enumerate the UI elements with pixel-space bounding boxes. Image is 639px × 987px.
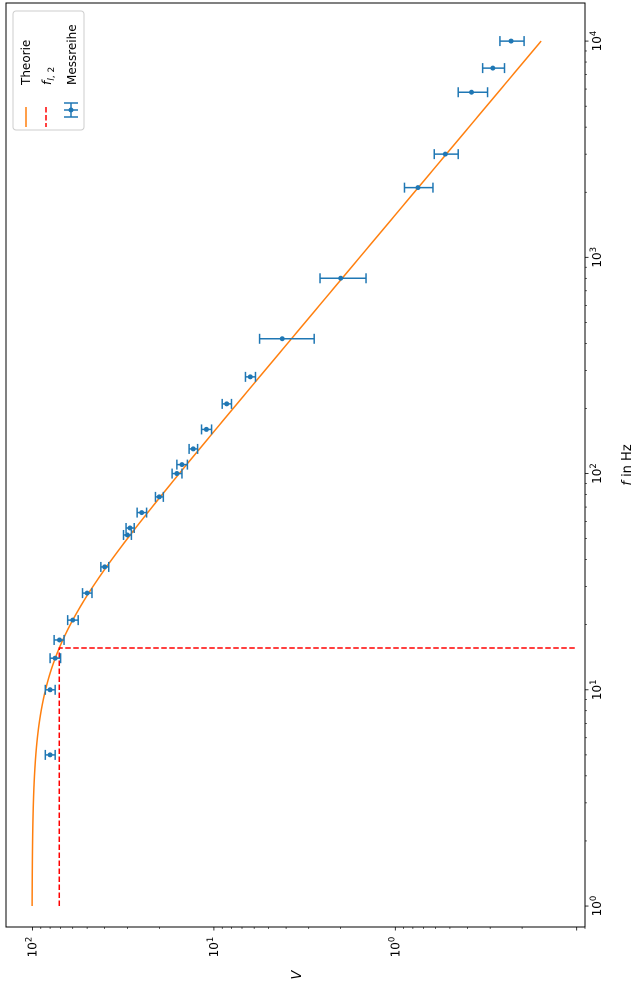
x-tick-label: 102 <box>589 463 604 484</box>
plot-area <box>31 36 577 907</box>
data-point-23 <box>481 63 506 74</box>
data-marker <box>224 401 230 407</box>
axis-ticks: 100 101 102 103 104 102 101 100 <box>25 31 604 958</box>
data-marker <box>190 446 196 452</box>
data-marker <box>174 471 180 477</box>
data-point-10 <box>136 507 148 518</box>
x-tick-label: 100 <box>589 896 604 917</box>
data-marker <box>508 38 514 44</box>
plot-frame <box>5 2 586 928</box>
data-marker <box>247 374 253 380</box>
legend-label-messreihe: Messreihe <box>65 24 79 85</box>
data-point-24 <box>499 36 525 47</box>
data-marker <box>179 462 185 468</box>
data-marker <box>203 426 209 432</box>
data-marker <box>70 617 76 623</box>
x-axis-label: f in Hz <box>620 444 635 485</box>
data-point-2 <box>44 684 56 695</box>
data-marker <box>338 275 344 281</box>
data-point-12 <box>171 468 183 479</box>
data-marker <box>490 65 496 71</box>
data-point-21 <box>433 149 459 160</box>
fl2-dashed-line <box>58 647 577 907</box>
data-point-14 <box>188 443 199 454</box>
y-tick-label: 101 <box>206 937 221 958</box>
data-marker <box>279 336 285 342</box>
x-tick-label: 103 <box>589 247 604 268</box>
data-point-22 <box>457 87 489 98</box>
data-marker <box>102 564 108 570</box>
x-tick-label: 101 <box>589 679 604 700</box>
data-marker <box>47 752 53 758</box>
data-marker <box>47 687 53 693</box>
data-marker <box>56 637 62 643</box>
data-point-11 <box>154 491 165 502</box>
y-axis-label: V <box>290 969 305 979</box>
data-point-1 <box>44 749 56 760</box>
data-marker <box>469 89 475 95</box>
data-point-6 <box>81 588 93 599</box>
data-point-15 <box>200 424 213 435</box>
legend-label-fl2: fl, 2 <box>40 67 57 85</box>
y-tick-label: 100 <box>387 937 402 958</box>
data-point-19 <box>319 273 367 284</box>
data-point-3 <box>49 653 62 664</box>
data-point-18 <box>258 333 315 344</box>
data-point-5 <box>66 615 79 626</box>
data-marker <box>415 185 421 191</box>
data-point-17 <box>244 371 257 382</box>
x-tick-label: 104 <box>589 31 604 52</box>
data-marker <box>139 510 145 516</box>
data-marker <box>127 525 133 531</box>
data-point-8 <box>122 529 133 540</box>
data-marker <box>156 494 162 500</box>
data-point-7 <box>100 561 110 572</box>
legend-box <box>12 10 85 131</box>
y-tick-label: 102 <box>25 937 40 958</box>
legend: Theorie fl, 2 Messreihe <box>12 10 85 131</box>
data-point-9 <box>125 523 135 534</box>
data-point-13 <box>176 459 189 470</box>
data-point-20 <box>403 182 434 193</box>
svg-text:V: V <box>290 969 305 979</box>
data-marker <box>442 151 448 157</box>
data-marker <box>52 655 58 661</box>
data-point-16 <box>221 398 233 409</box>
data-marker <box>124 532 130 538</box>
legend-label-theorie: Theorie <box>19 40 33 86</box>
data-marker <box>84 590 90 596</box>
svg-text:f in Hz: f in Hz <box>620 444 635 485</box>
data-point-4 <box>53 634 65 645</box>
legend-marker-messreihe <box>64 102 78 118</box>
